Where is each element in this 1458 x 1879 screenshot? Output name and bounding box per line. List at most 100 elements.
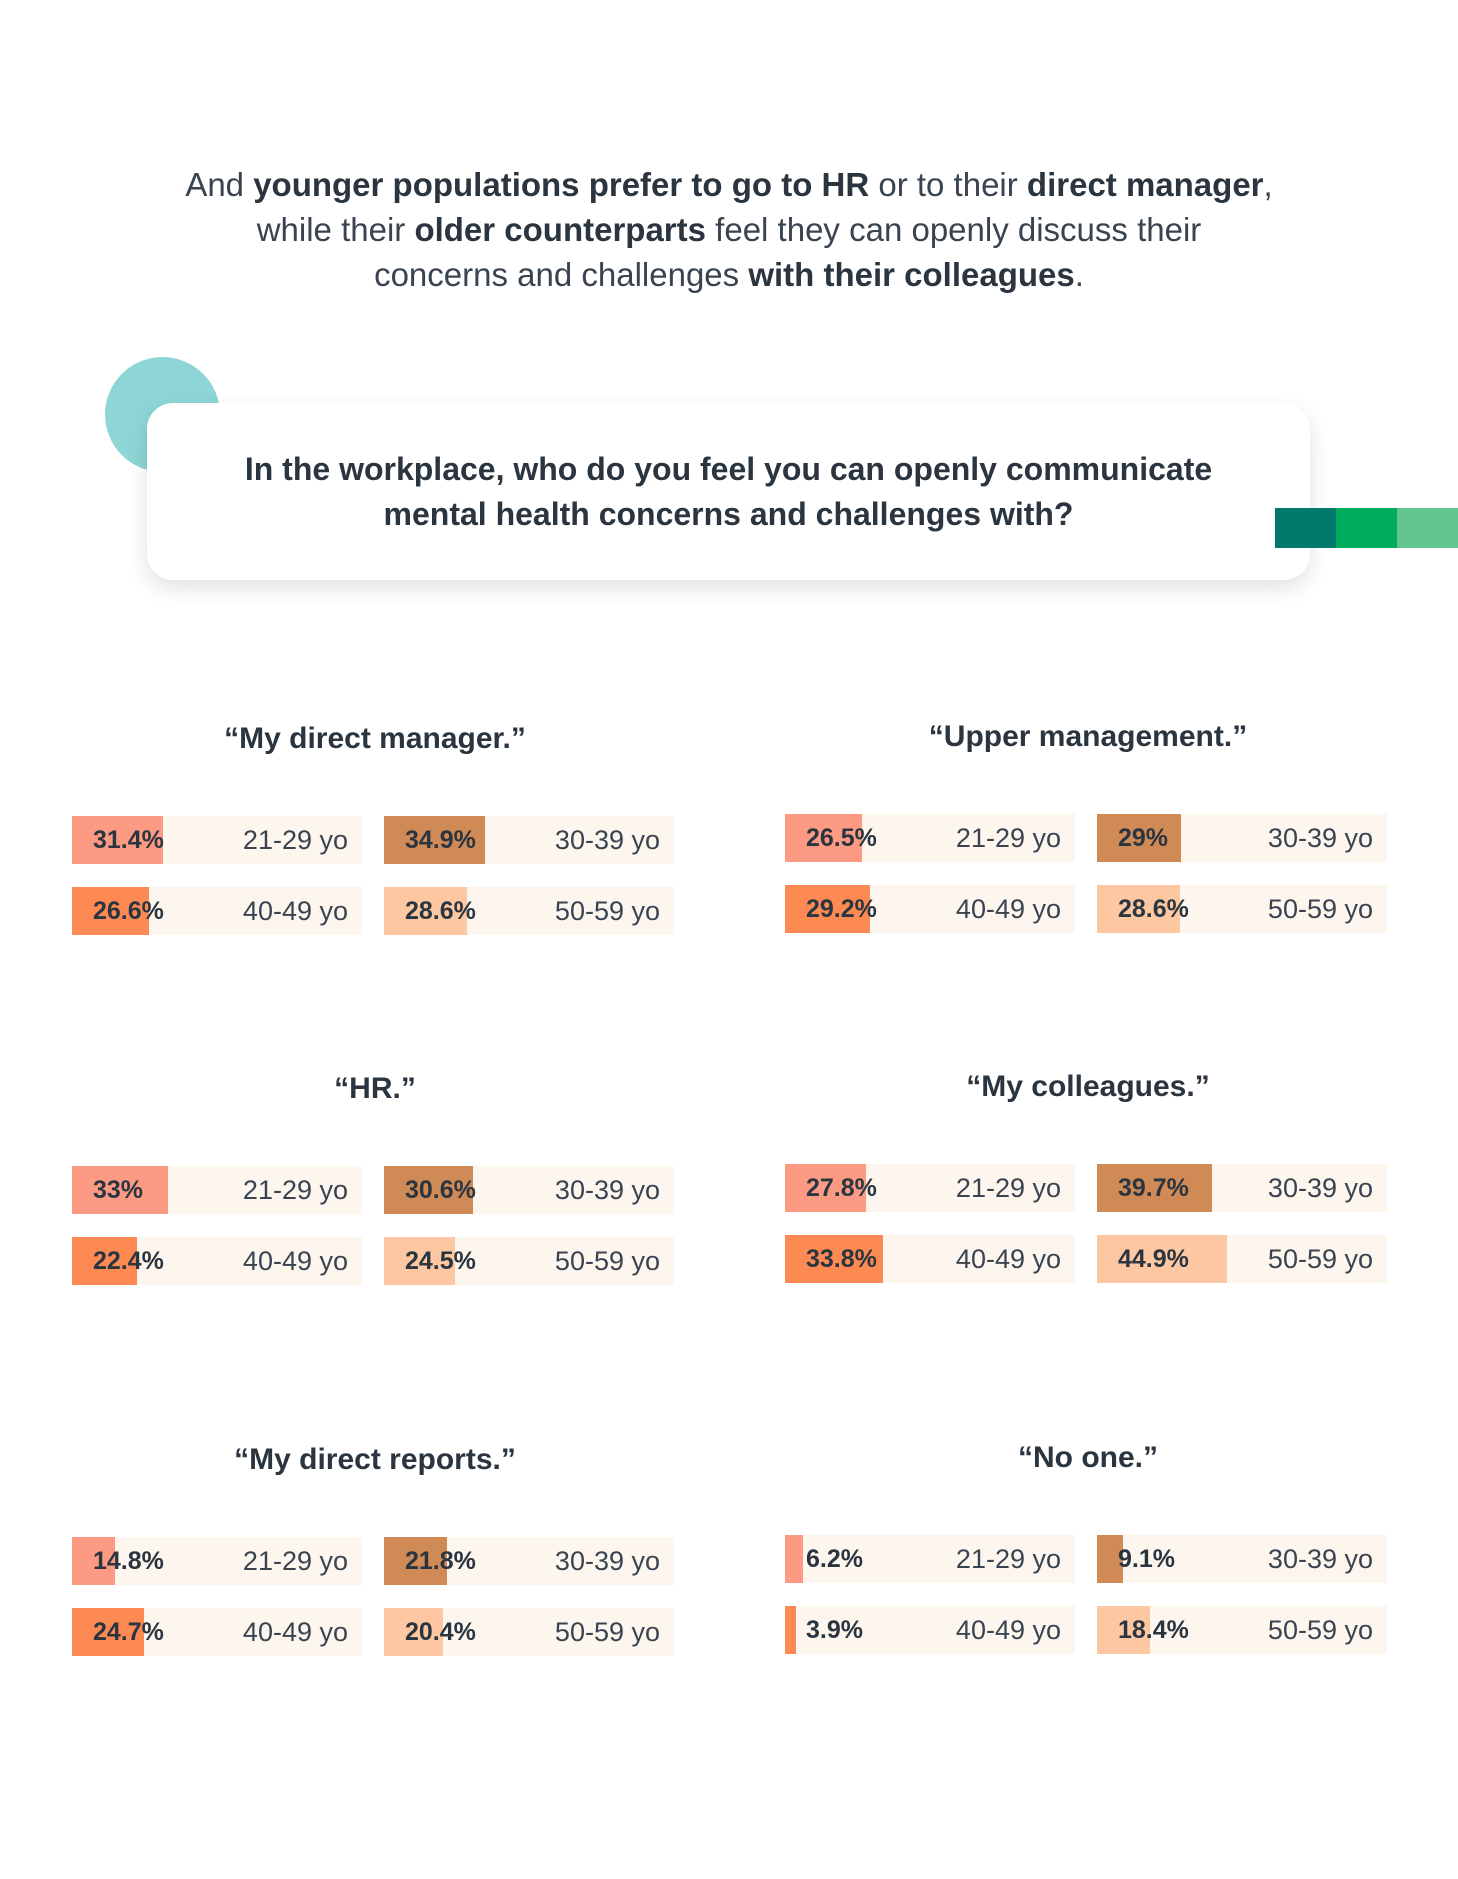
chart-group: “My direct reports.” 14.8% 21-29 yo 21.8% 30… <box>72 1443 674 1663</box>
data-label: 6.2% <box>806 1545 863 1573</box>
bar-cell: 21.8% 30-39 yo <box>384 1537 674 1585</box>
data-label: 20.4% <box>405 1618 476 1646</box>
bar <box>785 885 870 933</box>
bar-cell: 18.4% 50-59 yo <box>1097 1606 1387 1654</box>
bar-cell: 29% 30-39 yo <box>1097 814 1387 862</box>
chart-group-title: “HR.” <box>334 1072 416 1105</box>
bar <box>72 1166 168 1214</box>
data-label: 22.4% <box>93 1247 164 1275</box>
data-label: 33.8% <box>806 1245 877 1273</box>
chart-group-title: “My colleagues.” <box>966 1070 1210 1103</box>
age-label: 40-49 yo <box>242 1246 348 1276</box>
bar <box>384 887 467 935</box>
bar <box>384 1608 443 1656</box>
bar <box>1097 1535 1123 1583</box>
bar-cell: 39.7% 30-39 yo <box>1097 1164 1387 1212</box>
bar-cell: 44.9% 50-59 yo <box>1097 1235 1387 1283</box>
accent-stripe <box>1275 508 1336 548</box>
bar-cell: 28.6% 50-59 yo <box>1097 885 1387 933</box>
accent-stripe <box>1397 508 1458 548</box>
data-label: 29.2% <box>806 895 877 923</box>
data-label: 31.4% <box>93 826 164 854</box>
bar-cell: 26.6% 40-49 yo <box>72 887 362 935</box>
data-label: 24.5% <box>405 1247 476 1275</box>
bar <box>785 814 862 862</box>
bar-cell: 33% 21-29 yo <box>72 1166 362 1214</box>
intro-emphasis: younger populations prefer to go to HR <box>253 166 870 203</box>
age-label: 50-59 yo <box>554 1617 660 1647</box>
intro-line-2: while their older counterparts feel they… <box>129 207 1329 252</box>
intro-line-1: And younger populations prefer to go to … <box>129 162 1329 207</box>
age-label: 30-39 yo <box>554 1175 660 1205</box>
bar <box>785 1235 883 1283</box>
age-label: 21-29 yo <box>955 1173 1061 1203</box>
bar-cell: 24.7% 40-49 yo <box>72 1608 362 1656</box>
chart-group-title: “Upper management.” <box>928 720 1248 753</box>
bar <box>72 816 163 864</box>
bar-cell: 34.9% 30-39 yo <box>384 816 674 864</box>
bar-cell: 22.4% 40-49 yo <box>72 1237 362 1285</box>
bar-cell: 14.8% 21-29 yo <box>72 1537 362 1585</box>
bar <box>384 816 485 864</box>
accent-stripe <box>1336 508 1397 548</box>
age-label: 50-59 yo <box>554 896 660 926</box>
age-label: 30-39 yo <box>1267 1173 1373 1203</box>
bar-cell: 9.1% 30-39 yo <box>1097 1535 1387 1583</box>
chart-group: “My colleagues.” 27.8% 21-29 yo 39.7% 30-39 … <box>785 1070 1387 1290</box>
bar-cell: 29.2% 40-49 yo <box>785 885 1075 933</box>
intro-segment: or to their <box>869 166 1027 203</box>
bar <box>384 1166 473 1214</box>
bar <box>1097 1164 1212 1212</box>
accent-stripes <box>1275 508 1458 548</box>
age-label: 40-49 yo <box>242 896 348 926</box>
chart-group: “Upper management.” 26.5% 21-29 yo 29% 30-39… <box>785 720 1387 940</box>
question-line-2: mental health concerns and challenges wi… <box>383 495 1074 532</box>
age-label: 40-49 yo <box>955 1615 1061 1645</box>
intro-emphasis: direct manager <box>1026 166 1264 203</box>
age-label: 50-59 yo <box>1267 1615 1373 1645</box>
data-label: 29% <box>1118 824 1169 852</box>
chart-group: “My direct manager.” 31.4% 21-29 yo 34.9% 30… <box>72 722 674 942</box>
bar <box>72 887 149 935</box>
bar <box>1097 1235 1227 1283</box>
question-line-1: In the workplace, who do you feel you ca… <box>244 450 1213 487</box>
bar <box>72 1237 137 1285</box>
bar-cell: 31.4% 21-29 yo <box>72 816 362 864</box>
data-label: 28.6% <box>1118 895 1189 923</box>
bar <box>1097 1606 1150 1654</box>
age-label: 50-59 yo <box>554 1246 660 1276</box>
bar <box>384 1537 447 1585</box>
age-label: 50-59 yo <box>1267 1244 1373 1274</box>
age-label: 30-39 yo <box>1267 823 1373 853</box>
intro-segment: . <box>1074 256 1084 293</box>
age-label: 21-29 yo <box>955 823 1061 853</box>
data-label: 3.9% <box>806 1616 863 1644</box>
age-label: 40-49 yo <box>955 894 1061 924</box>
intro-emphasis: with their colleagues <box>748 256 1075 293</box>
intro-segment: , <box>1263 166 1273 203</box>
data-label: 14.8% <box>93 1547 164 1575</box>
age-label: 30-39 yo <box>554 825 660 855</box>
bar <box>1097 814 1181 862</box>
data-label: 30.6% <box>405 1176 476 1204</box>
age-label: 30-39 yo <box>1267 1544 1373 1574</box>
intro-segment: And <box>185 166 254 203</box>
bar-cell: 28.6% 50-59 yo <box>384 887 674 935</box>
age-label: 21-29 yo <box>242 1175 348 1205</box>
bar-cell: 27.8% 21-29 yo <box>785 1164 1075 1212</box>
data-label: 27.8% <box>806 1174 877 1202</box>
bar <box>1097 885 1180 933</box>
intro-line-3: concerns and challenges with their colle… <box>129 252 1329 297</box>
intro-segment: feel they can openly discuss their <box>706 211 1202 248</box>
bar <box>785 1535 803 1583</box>
bar <box>785 1606 796 1654</box>
bar-cell: 33.8% 40-49 yo <box>785 1235 1075 1283</box>
age-label: 21-29 yo <box>242 825 348 855</box>
chart-group-title: “My direct manager.” <box>224 722 526 755</box>
intro-segment: while their <box>256 211 415 248</box>
data-label: 44.9% <box>1118 1245 1189 1273</box>
age-label: 50-59 yo <box>1267 894 1373 924</box>
bar <box>72 1608 144 1656</box>
data-label: 39.7% <box>1118 1174 1189 1202</box>
age-label: 21-29 yo <box>955 1544 1061 1574</box>
